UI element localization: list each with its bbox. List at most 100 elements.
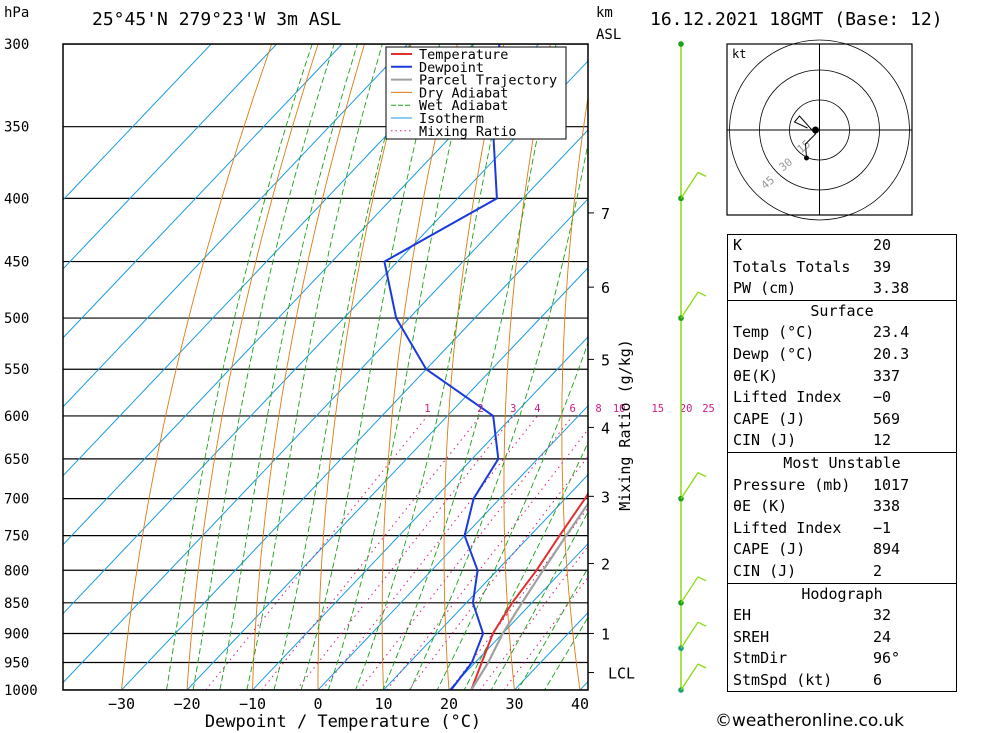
isotherm-line (63, 129, 588, 684)
mu-li-label: Lifted Index (733, 518, 842, 537)
mu-cape-value: 894 (873, 540, 901, 559)
asl-unit-label: ASL (596, 27, 622, 43)
mixing-ratio-label: 8 (595, 403, 601, 415)
mixing-ratio-axis-title: Mixing Ratio (g/kg) (616, 339, 634, 511)
temperature-tick-label: 20 (440, 695, 458, 713)
tt-label: Totals Totals (733, 257, 851, 276)
temperature-tick-label: 30 (505, 695, 523, 713)
mixing-ratio-line (205, 415, 428, 690)
temperature-tick-label: −10 (239, 695, 266, 713)
wet-adiabat-line (219, 44, 358, 690)
isotherm-line (63, 44, 278, 270)
mu-cape-label: CAPE (J) (733, 540, 806, 559)
parcel-trajectory-series-line (470, 501, 588, 690)
legend-label: Wet Adiabat (419, 98, 508, 114)
s-cape-value: 569 (873, 409, 901, 428)
pw-row: PW (cm) 3.38 (728, 278, 956, 300)
pressure-tick-label: 350 (4, 120, 29, 136)
mu-li-value: −1 (873, 518, 892, 537)
wet-adiabat-line (327, 44, 474, 690)
temperature-tick-label: −20 (173, 695, 200, 713)
surface-section: Surface Temp (°C) 23.4 Dewp (°C) 20.3 θE(K… (728, 299, 956, 452)
s-theta-label: θE(K) (733, 366, 779, 385)
km-unit-label: km (596, 5, 613, 21)
mixing-ratio-line (358, 415, 574, 690)
pressure-tick-label: 650 (4, 452, 29, 468)
mu-cin-value: 2 (873, 561, 883, 580)
wet-adiabat-line (463, 441, 588, 690)
wind-barb (680, 663, 707, 691)
mu-pres-value: 1017 (873, 475, 910, 494)
wet-adiabat-line (436, 341, 588, 690)
km-tick-label: 6 (601, 279, 610, 297)
k-row: K 20 (728, 235, 956, 257)
s-temp-label: Temp (°C) (733, 323, 815, 342)
wind-barb (680, 576, 707, 604)
wet-adiabat-line (273, 44, 411, 690)
pw-value: 3.38 (873, 279, 910, 298)
s-li-label: Lifted Index (733, 388, 842, 407)
k-value: 20 (873, 236, 892, 254)
plot-frame (62, 43, 589, 691)
hodograph-end-dot (804, 155, 809, 161)
dry-adiabat-line (252, 44, 365, 690)
s-li-value: −0 (873, 388, 892, 407)
mixing-ratio-label: 1 (424, 403, 430, 415)
stmdir-value: 96° (873, 649, 901, 668)
s-dewp-label: Dewp (°C) (733, 344, 815, 363)
km-tick-label: 3 (601, 488, 610, 506)
stmspd-label: StmSpd (kt) (733, 670, 833, 689)
wind-barb (680, 291, 707, 319)
pressure-tick-label: 900 (4, 626, 29, 642)
temperature-tick-label: 10 (374, 695, 392, 713)
dry-adiabat-line (443, 44, 505, 690)
wind-barb (680, 171, 707, 199)
pressure-tick-label: 850 (4, 596, 29, 612)
mixing-ratio-label: 25 (702, 403, 715, 415)
legend-label: Dry Adiabat (419, 85, 508, 101)
wind-barb (680, 621, 707, 649)
pressure-tick-label: 950 (4, 655, 29, 671)
pressure-tick-label: 1000 (4, 683, 38, 699)
mixing-ratio-label: 2 (477, 403, 483, 415)
pressure-tick-label: 750 (4, 529, 29, 545)
hodo-title: Hodograph (801, 584, 883, 603)
pressure-tick-label: 600 (4, 409, 29, 425)
dry-adiabat-line (968, 7, 1000, 716)
hodograph-unit-label: kt (732, 47, 746, 61)
x-axis-title: Dewpoint / Temperature (°C) (205, 712, 481, 732)
dry-adiabat-line (561, 94, 588, 690)
wind-barb (680, 472, 707, 499)
mu-theta-label: θE (K) (733, 497, 788, 516)
mixing-ratio-line (479, 545, 588, 690)
mixing-ratio-label: 10 (613, 403, 626, 415)
lcl-label: LCL (608, 665, 635, 683)
isotherm-line (63, 44, 212, 201)
hodo-section: Hodograph EH 32 SREH 24 StmDir 96° StmSpd (… (728, 582, 956, 692)
temperature-series-line (470, 491, 588, 690)
mixing-ratio-line (296, 415, 514, 690)
km-tick-label: 5 (601, 351, 610, 369)
s-cin-value: 12 (873, 431, 892, 450)
legend-label: Mixing Ratio (419, 124, 517, 140)
tt-row: Totals Totals 39 (728, 257, 956, 279)
pressure-tick-label: 500 (4, 311, 29, 327)
wet-adiabat-line (192, 44, 335, 690)
mixing-ratio-line (261, 415, 481, 690)
k-label: K (733, 236, 743, 254)
eh-label: EH (733, 606, 752, 625)
s-theta-value: 337 (873, 366, 901, 385)
dry-adiabat-line (121, 44, 273, 690)
isotherm-line (448, 542, 588, 690)
isotherm-line (251, 336, 588, 690)
pressure-tick-label: 400 (4, 191, 29, 207)
km-tick-label: 7 (601, 205, 610, 223)
footer-credit[interactable]: ©weatheronline.co.uk (715, 711, 905, 731)
s-cin-label: CIN (J) (733, 431, 797, 450)
sreh-label: SREH (733, 627, 770, 646)
mixing-ratio-label: 15 (651, 403, 664, 415)
mixing-ratio-label: 6 (569, 403, 575, 415)
mu-pres-label: Pressure (mb) (733, 475, 851, 494)
legend-label: Temperature (419, 47, 508, 63)
mixing-ratio-label: 3 (510, 403, 516, 415)
